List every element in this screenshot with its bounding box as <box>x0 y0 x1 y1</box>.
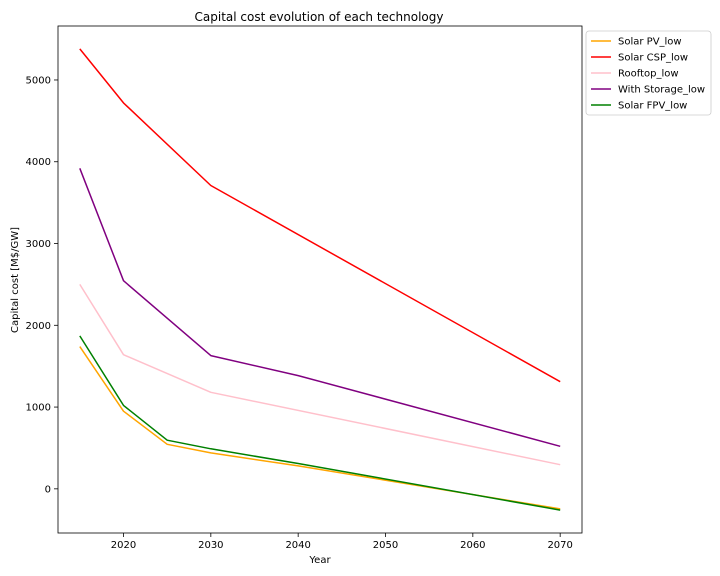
y-tick-label: 3000 <box>26 239 51 250</box>
x-tick-label: 2020 <box>111 540 136 551</box>
legend-label: With Storage_low <box>618 85 705 96</box>
series-line-0 <box>79 346 561 510</box>
plot-area: 2020 2030 2040 2050 2060 2070 0 1000 2000 3000 40… <box>26 25 583 551</box>
legend-label: Solar FPV_low <box>618 101 687 112</box>
y-axis-label: Capital cost [M$/GW] <box>10 227 21 333</box>
chart-title: Capital cost evolution of each technolog… <box>195 10 444 24</box>
series-layer <box>79 48 561 511</box>
x-tick-label: 2050 <box>373 540 398 551</box>
legend-label: Solar PV_low <box>618 37 682 48</box>
legend-label: Rooftop_low <box>618 69 679 80</box>
legend-items: Solar PV_low Solar CSP_low Rooftop_low With… <box>591 37 705 112</box>
series-line-1 <box>79 48 561 383</box>
y-tick-label: 2000 <box>26 321 51 332</box>
x-axis-ticks: 2020 2030 2040 2050 2060 2070 <box>111 533 573 551</box>
y-tick-label: 5000 <box>26 75 51 86</box>
y-axis-ticks: 0 1000 2000 3000 4000 5000 <box>26 75 58 495</box>
y-tick-label: 0 <box>45 484 51 495</box>
legend-label: Solar CSP_low <box>618 53 688 64</box>
y-tick-label: 1000 <box>26 403 51 414</box>
x-tick-label: 2070 <box>547 540 572 551</box>
y-tick-label: 4000 <box>26 157 51 168</box>
legend: Solar PV_low Solar CSP_low Rooftop_low With… <box>585 30 712 116</box>
series-line-3 <box>79 168 561 448</box>
x-axis-label: Year <box>308 555 331 566</box>
plot-frame <box>57 25 583 534</box>
series-line-4 <box>79 335 561 511</box>
series-line-2 <box>79 284 561 466</box>
x-tick-label: 2040 <box>285 540 310 551</box>
x-tick-label: 2030 <box>198 540 223 551</box>
legend-box <box>585 30 712 116</box>
x-tick-label: 2060 <box>460 540 485 551</box>
